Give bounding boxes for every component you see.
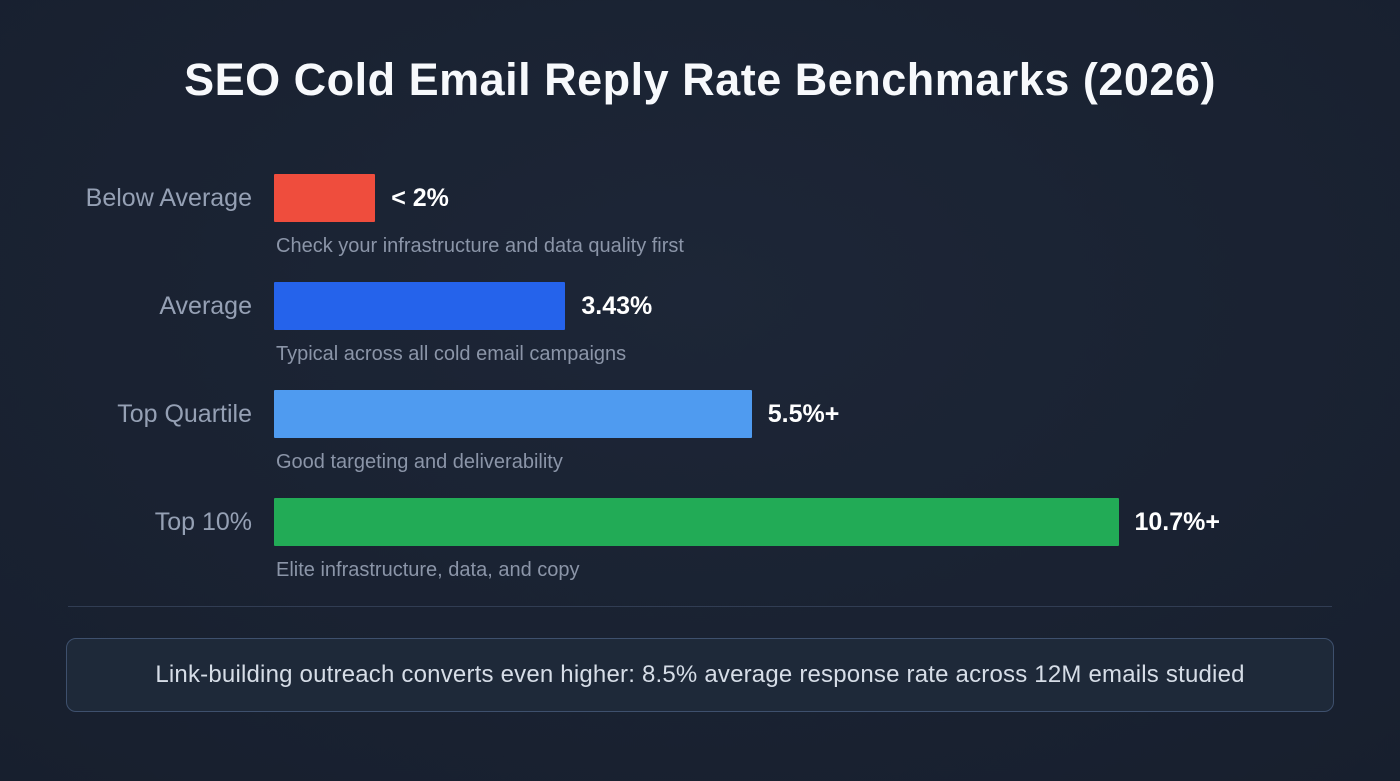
bar-value: 5.5%+ (767, 399, 840, 428)
bar-row-top-10: Top 10% 10.7%+ Elite infrastructure, dat… (44, 498, 1400, 584)
bar-value: < 2% (391, 183, 449, 212)
page-title: SEO Cold Email Reply Rate Benchmarks (20… (184, 54, 1216, 105)
row-label: Average (159, 291, 252, 320)
infographic-page: SEO Cold Email Reply Rate Benchmarks (20… (0, 54, 1400, 781)
bar-row-below-average: Below Average < 2% Check your infrastruc… (44, 174, 1400, 260)
bar-row-average: Average 3.43% Typical across all cold em… (44, 282, 1400, 368)
callout-box: Link-building outreach converts even hig… (66, 638, 1334, 712)
bar-value: 3.43% (581, 291, 653, 320)
bar-top-quartile (274, 390, 752, 438)
bar-description: Good targeting and deliverability (276, 451, 563, 473)
bar-row-top-quartile: Top Quartile 5.5%+ Good targeting and de… (44, 390, 1400, 476)
bar-chart: Below Average < 2% Check your infrastruc… (0, 174, 1400, 584)
bar-value: 10.7%+ (1134, 507, 1221, 536)
bar-below-average (274, 174, 376, 222)
bar-average (274, 282, 566, 330)
row-label: Below Average (85, 183, 252, 212)
callout-text: Link-building outreach converts even hig… (155, 661, 1245, 688)
bar-description: Check your infrastructure and data quali… (276, 235, 684, 257)
row-label: Top 10% (154, 507, 252, 536)
divider (68, 606, 1332, 607)
row-label: Top Quartile (117, 399, 252, 428)
bar-description: Typical across all cold email campaigns (276, 343, 627, 365)
bar-description: Elite infrastructure, data, and copy (276, 559, 580, 581)
bar-top-10 (274, 498, 1119, 546)
